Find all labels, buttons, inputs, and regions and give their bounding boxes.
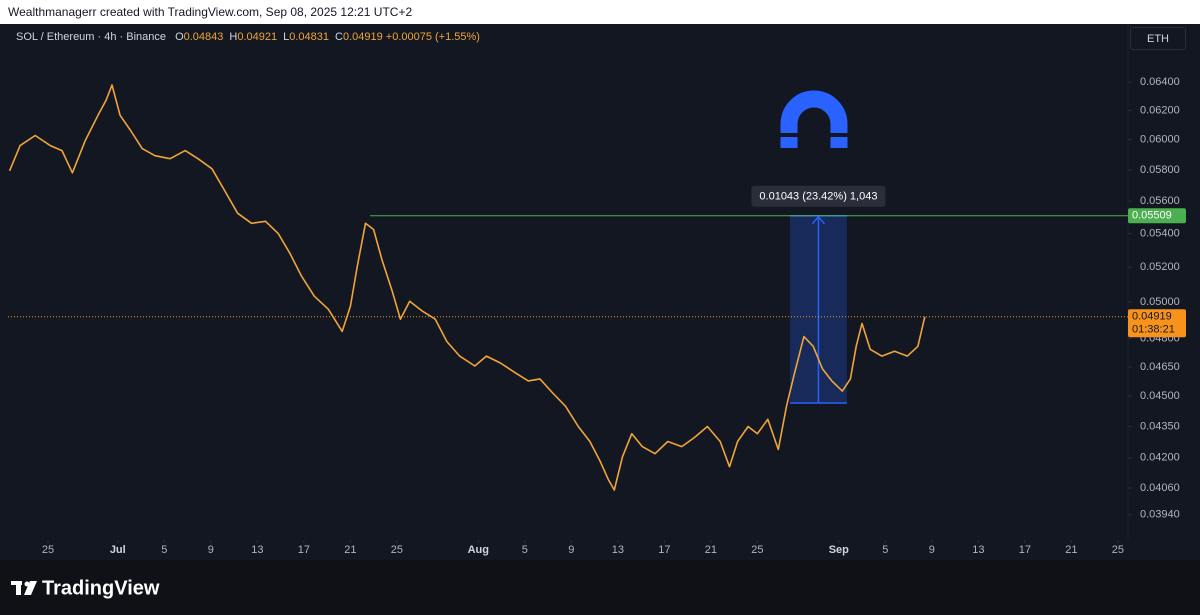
x-tick-label: 17 <box>1019 544 1031 556</box>
ohlc-key: C <box>335 31 343 43</box>
ohlc-value: 0.04831 <box>289 31 329 43</box>
x-tick-label: 25 <box>391 544 403 556</box>
y-tick-label: 0.05800 <box>1140 164 1180 176</box>
x-tick-label: 21 <box>705 544 717 556</box>
y-tick-label: 0.03940 <box>1140 509 1180 521</box>
ohlc-value: 0.04919 <box>342 31 383 43</box>
x-tick-label: 9 <box>929 544 935 556</box>
footer-logo: TradingView <box>42 577 160 599</box>
magnet-icon <box>780 90 848 148</box>
x-tick-label: 25 <box>751 544 763 556</box>
measure-label: 0.01043 (23.42%) 1,043 <box>759 191 877 203</box>
x-tick-label: 9 <box>208 544 214 556</box>
y-tick-label: 0.04500 <box>1140 390 1180 402</box>
x-tick-label: 9 <box>568 544 574 556</box>
x-tick-label: 21 <box>1065 544 1077 556</box>
logo-part <box>16 581 21 595</box>
price-label-bg <box>1128 309 1186 338</box>
ohlc-value: 0.04843 <box>183 31 224 43</box>
tv-logo-icon <box>11 581 37 595</box>
y-tick-label: 0.04200 <box>1140 452 1180 464</box>
x-tick-label: 5 <box>522 544 528 556</box>
y-tick-label: 0.04060 <box>1140 482 1180 494</box>
ohlc-key: O <box>175 31 184 43</box>
x-tick-label: 13 <box>972 544 984 556</box>
magnet-icon-gap <box>780 133 798 137</box>
magnet-icon-gap <box>830 133 848 137</box>
x-tick-label: 21 <box>344 544 356 556</box>
legend: SOL / Ethereum · 4h · Binance O0.04843 H0… <box>16 31 480 43</box>
logo-part <box>24 581 37 595</box>
footer-background <box>0 560 1200 615</box>
y-tick-label: 0.05000 <box>1140 296 1180 308</box>
y-tick-label: 0.06000 <box>1140 134 1180 146</box>
change: +0.00075 (+1.55%) <box>385 31 480 43</box>
price-label: 0.04919 <box>1132 311 1172 323</box>
y-tick-label: 0.06200 <box>1140 104 1180 116</box>
ohlc-value: 0.04921 <box>237 31 278 43</box>
attribution: Wealthmanagerr created with TradingView.… <box>8 5 413 19</box>
y-tick-label: 0.04350 <box>1140 420 1180 432</box>
x-tick-label: 17 <box>298 544 310 556</box>
price-label: 0.05509 <box>1132 210 1172 222</box>
x-tick-label: 17 <box>658 544 670 556</box>
price-line-series <box>8 84 926 491</box>
measure-label-bg <box>751 185 886 207</box>
x-tick-label: 13 <box>612 544 624 556</box>
x-tick-label: 5 <box>161 544 167 556</box>
x-tick-label: Jul <box>110 544 126 556</box>
symbol-title: SOL / Ethereum · 4h · Binance <box>16 31 166 43</box>
x-tick-label: Sep <box>829 544 849 556</box>
y-tick-label: 0.05400 <box>1140 228 1180 240</box>
countdown-label: 01:38:21 <box>1132 324 1175 336</box>
x-tick-label: 13 <box>251 544 263 556</box>
x-tick-label: 25 <box>1112 544 1124 556</box>
chart: TradingView 0.06400 0.06200 0.06000 0.05800… <box>0 24 1200 615</box>
chart-background <box>0 24 1200 560</box>
x-tick-label: Aug <box>468 544 489 556</box>
price-label-bg <box>1128 208 1186 224</box>
measure-arrowhead <box>811 215 826 225</box>
y-tick-label: 0.06400 <box>1140 76 1180 88</box>
currency-button[interactable]: ETH <box>1130 27 1186 50</box>
attribution-bar: Wealthmanagerr created with TradingView.… <box>0 0 1200 24</box>
ohlc: O0.04843 H0.04921 L0.04831 C0.04919 <box>169 31 383 43</box>
y-tick-label: 0.05600 <box>1140 195 1180 207</box>
x-tick-label: 25 <box>42 544 54 556</box>
ohlc-key: H <box>229 31 238 43</box>
y-tick-label: 0.04650 <box>1140 361 1180 373</box>
y-tick-label: 0.05200 <box>1140 261 1180 273</box>
x-tick-label: 5 <box>882 544 888 556</box>
ohlc-key: L <box>283 31 290 43</box>
